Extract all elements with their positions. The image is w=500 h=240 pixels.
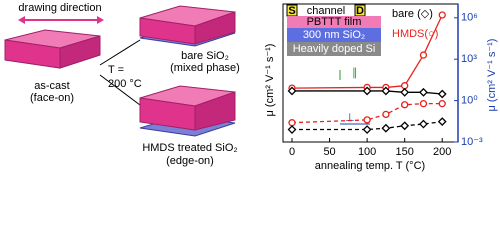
marker xyxy=(419,100,428,108)
y2-tick-label: 10⁻³ xyxy=(461,136,483,148)
x-tick-label: 0 xyxy=(289,146,295,158)
annotation: ⊥ xyxy=(345,112,355,124)
inset-label: D xyxy=(356,5,364,17)
label: bare SiO₂ xyxy=(181,50,229,62)
marker xyxy=(437,117,447,127)
x-tick-label: 150 xyxy=(395,146,413,158)
marker xyxy=(381,123,391,133)
y2-tick-label: 10⁶ xyxy=(461,12,478,24)
y2-tick-label: 10⁰ xyxy=(461,95,478,107)
inset-label: Heavily doped Si xyxy=(293,43,376,55)
inset-label: 300 nm SiO₂ xyxy=(303,29,365,41)
marker xyxy=(382,110,390,119)
y2-tick-label: 10³ xyxy=(461,53,477,65)
y2-axis-label: μ (cm² V⁻¹ s⁻¹) xyxy=(486,39,498,112)
stack-hmds xyxy=(139,85,236,137)
legend-label: HMDS(○) xyxy=(392,28,438,40)
series-line xyxy=(292,14,443,89)
inset: S channel D PBTTT film 300 nm SiO₂ Heavi… xyxy=(286,4,381,56)
marker xyxy=(287,125,297,134)
marker xyxy=(419,51,428,59)
x-tick-label: 100 xyxy=(358,146,376,158)
marker xyxy=(400,121,410,131)
x-tick-label: 200 xyxy=(433,146,451,158)
x-axis-label: annealing temp. T (°C) xyxy=(315,160,425,172)
label: 200 °C xyxy=(108,78,142,90)
label: (edge-on) xyxy=(166,155,214,167)
legend-label: bare (◇) xyxy=(392,8,433,20)
figure: drawing direction as-cast (face-on) T = … xyxy=(4,2,498,172)
marker xyxy=(381,86,391,96)
marker xyxy=(363,116,371,124)
annotation: ∥ xyxy=(352,67,358,79)
inset-label: channel xyxy=(307,5,346,17)
label: (face-on) xyxy=(30,92,74,104)
label: T = xyxy=(108,64,124,76)
marker xyxy=(362,125,372,134)
marker xyxy=(288,119,296,127)
marker xyxy=(401,101,409,109)
marker xyxy=(362,86,372,96)
page: drawing direction as-cast (face-on) T = … xyxy=(4,1,498,172)
y-axis-label: μ (cm² V⁻¹ s⁻¹) xyxy=(264,44,276,117)
series-line xyxy=(291,103,443,124)
stack-bare xyxy=(139,5,236,47)
label: drawing direction xyxy=(18,2,101,14)
arrow-head xyxy=(97,16,104,24)
marker xyxy=(401,82,409,90)
x-tick-label: 50 xyxy=(323,146,335,158)
label: as-cast xyxy=(34,80,69,92)
marker xyxy=(419,87,428,97)
marker xyxy=(438,11,446,19)
inset-label: PBTTT film xyxy=(307,16,362,28)
marker xyxy=(437,89,447,99)
stack-as-cast xyxy=(4,29,101,69)
label: HMDS treated SiO₂ xyxy=(142,142,237,154)
arrow-head xyxy=(18,16,25,24)
arrow xyxy=(99,74,141,106)
inset-label: S xyxy=(288,5,295,17)
marker xyxy=(419,119,428,129)
diagram: drawing direction as-cast (face-on) T = … xyxy=(4,2,240,167)
arrow xyxy=(99,39,141,66)
label: (mixed phase) xyxy=(170,62,240,74)
marker xyxy=(438,100,446,108)
marker xyxy=(400,87,410,97)
marker xyxy=(287,86,297,96)
